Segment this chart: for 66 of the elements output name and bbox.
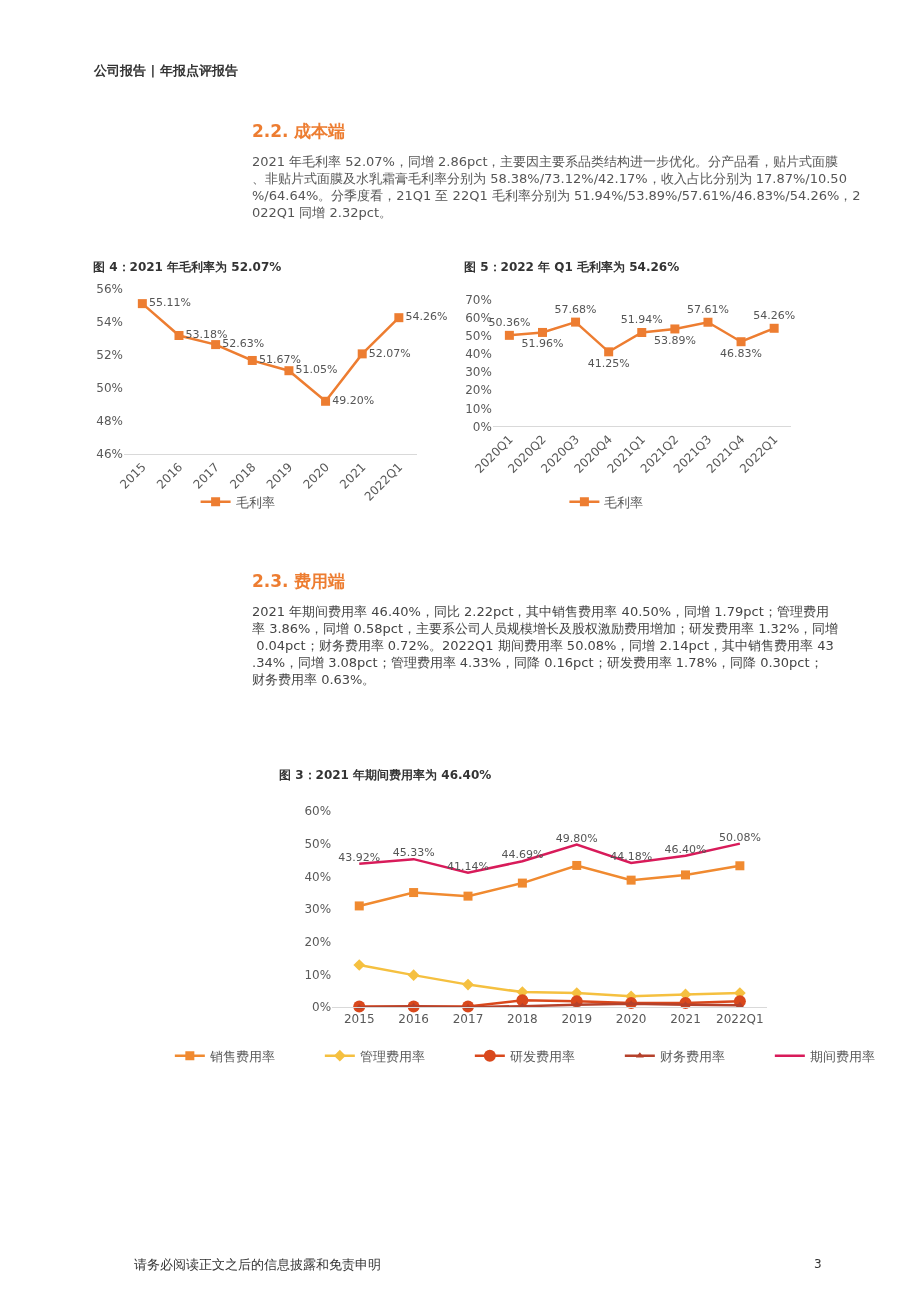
data-label: 43.92% (338, 851, 381, 864)
text: 请务必阅读正文之后的信息披露和免责申明 (134, 1257, 381, 1272)
y-tick-label: 20% (465, 383, 492, 398)
chart-title: 图 4：2021 年毛利率为 52.07% (93, 260, 282, 274)
x-tick-label: 2021 (670, 1011, 701, 1026)
text: 2021 年期间费用率 46.40%，同比 2.22pct，其中销售费用率 40.50%，同增 1.79pct；管理费用率 3.86%，同增 0.58pct，主要系公司人员规模增长及股权激励费用增加；研发费用率 1.32%，同增 0.04pct；财务费用率 0.72%。2022Q1 期间费用率 50.08%，同增 2.14pct，其中销售费用率 43.34%，同增 3.08pct；管理费用率 4.33%，同降 0.16pct；研发费用率 1.78%，同降 0.30pct；财务费用率 0.63%。 (252, 604, 839, 687)
x-tick-label: 2016 (398, 1011, 429, 1026)
y-tick-label: 10% (465, 401, 492, 416)
y-tick-label: 50% (304, 837, 332, 852)
x-tick-label: 2022Q1 (716, 1011, 764, 1026)
y-tick-label: 0% (472, 419, 492, 434)
y-tick-label: 60% (304, 804, 332, 819)
chart-title: 图 3：2021 年期间费用率为 46.40% (279, 768, 492, 782)
y-tick-label: 52% (96, 348, 124, 363)
x-tick-label: 2017 (452, 1011, 484, 1026)
data-label: 46.83% (720, 346, 763, 360)
data-label: 52.07% (368, 346, 411, 360)
y-tick-label: 56% (96, 282, 124, 297)
x-tick-label: 2015 (343, 1011, 375, 1026)
x-tick-label: 2020 (615, 1011, 647, 1026)
data-label: 44.18% (610, 850, 653, 864)
chart-title: 图 5：2022 年 Q1 毛利率为 54.26% (464, 260, 680, 274)
legend-label: 毛利率 (604, 494, 644, 510)
data-label: 44.69% (501, 848, 544, 862)
data-label: 41.25% (587, 356, 630, 370)
y-tick-label: 46% (96, 447, 124, 462)
data-label: 45.33% (392, 846, 435, 860)
data-label: 55.11% (148, 296, 191, 310)
y-tick-label: 50% (96, 381, 124, 396)
data-label: 52.63% (222, 337, 265, 351)
text: 2.3. 费用端 (252, 571, 346, 591)
data-label: 54.26% (753, 308, 796, 322)
text: 2.2. 成本端 (252, 121, 346, 141)
data-label: 57.61% (686, 302, 729, 316)
legend-label: 期间费用率 (809, 1048, 875, 1064)
data-label: 51.96% (521, 337, 564, 351)
y-tick-label: 54% (96, 315, 124, 330)
y-tick-label: 30% (304, 902, 332, 917)
y-tick-label: 30% (465, 365, 492, 380)
data-label: 50.08% (718, 830, 761, 844)
data-label: 57.68% (554, 302, 597, 316)
text: 3 (814, 1257, 822, 1271)
y-tick-label: 0% (312, 1000, 332, 1015)
text: 2021 年毛利率 52.07%，同增 2.86pct，主要因主要系品类结构进一步优化。分产品看，贴片式面膜、非贴片式面膜及水乳霜膏毛利率分别为 58.38%/73.12%/42.17%，收入占比分别为 17.87%/10.50%/64.64%。分季度看，21Q1 至 22Q1 毛利率分别为 51.94%/53.89%/57.61%/46.83%/54.26%，2022Q1 同增 2.32pct。 (252, 154, 861, 220)
x-tick-label: 2018 (507, 1011, 538, 1026)
data-label: 51.94% (620, 313, 663, 327)
legend-label: 研发费用率 (509, 1048, 575, 1064)
data-label: 54.26% (405, 310, 448, 324)
legend-label: 毛利率 (235, 494, 275, 510)
data-label: 49.80% (555, 831, 598, 845)
legend-label: 销售费用率 (208, 1048, 275, 1064)
y-tick-label: 48% (96, 414, 124, 429)
data-label: 49.20% (332, 394, 375, 408)
data-label: 53.89% (653, 333, 696, 347)
x-tick-label: 2019 (561, 1011, 593, 1026)
y-tick-label: 40% (304, 869, 332, 884)
y-tick-label: 10% (304, 967, 332, 982)
data-label: 51.05% (295, 363, 338, 377)
data-label: 46.40% (664, 842, 707, 856)
y-tick-label: 50% (465, 329, 492, 344)
y-tick-label: 40% (465, 347, 492, 362)
text: 公司报告 | 年报点评报告 (93, 63, 238, 78)
legend-label: 管理费用率 (359, 1048, 425, 1064)
y-tick-label: 70% (465, 293, 492, 308)
y-tick-label: 20% (304, 935, 332, 950)
legend-label: 财务费用率 (659, 1048, 725, 1064)
